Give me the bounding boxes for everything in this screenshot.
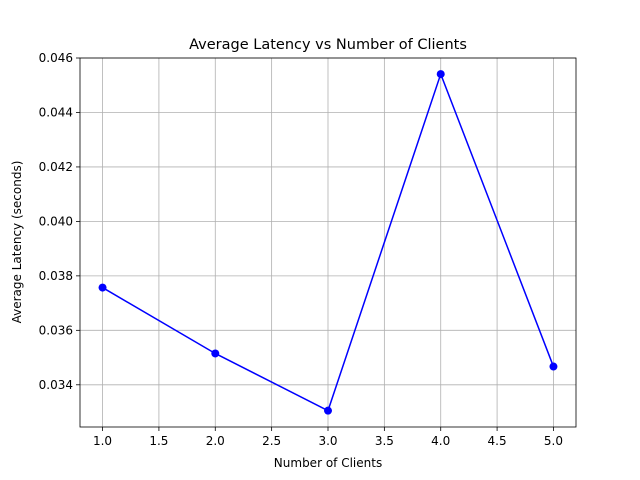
x-tick-label: 2.5 xyxy=(262,434,281,448)
x-tick-label: 3.5 xyxy=(375,434,394,448)
x-tick-label: 2.0 xyxy=(206,434,225,448)
y-tick-label: 0.036 xyxy=(39,323,73,337)
y-tick-label: 0.044 xyxy=(39,105,73,119)
x-tick-label: 1.5 xyxy=(149,434,168,448)
series-layer xyxy=(98,70,558,415)
data-point xyxy=(98,283,107,292)
x-tick-label: 1.0 xyxy=(93,434,112,448)
plot-frame xyxy=(79,57,577,428)
data-point xyxy=(211,349,220,358)
x-tick-label: 4.0 xyxy=(431,434,450,448)
y-axis-ticks: 0.034 0.036 0.038 0.040 0.042 0.044 0.046 xyxy=(39,51,80,392)
x-tick-label: 4.5 xyxy=(488,434,507,448)
data-point xyxy=(324,406,332,415)
data-point xyxy=(549,362,558,371)
x-tick-label: 5.0 xyxy=(544,434,563,448)
y-tick-label: 0.040 xyxy=(39,214,73,228)
y-axis-label: Average Latency (seconds) xyxy=(10,161,24,324)
y-tick-label: 0.034 xyxy=(39,378,73,392)
y-tick-label: 0.038 xyxy=(39,269,73,283)
data-point xyxy=(436,70,445,79)
y-tick-label: 0.042 xyxy=(39,160,73,174)
x-tick-label: 3.0 xyxy=(318,434,337,448)
y-tick-label: 0.046 xyxy=(39,51,73,65)
chart-title: Average Latency vs Number of Clients xyxy=(189,37,467,53)
x-axis-ticks: 1.0 1.5 2.0 2.5 3.0 3.5 4.0 4.5 5.0 xyxy=(93,427,563,448)
x-axis-label: Number of Clients xyxy=(274,456,382,470)
